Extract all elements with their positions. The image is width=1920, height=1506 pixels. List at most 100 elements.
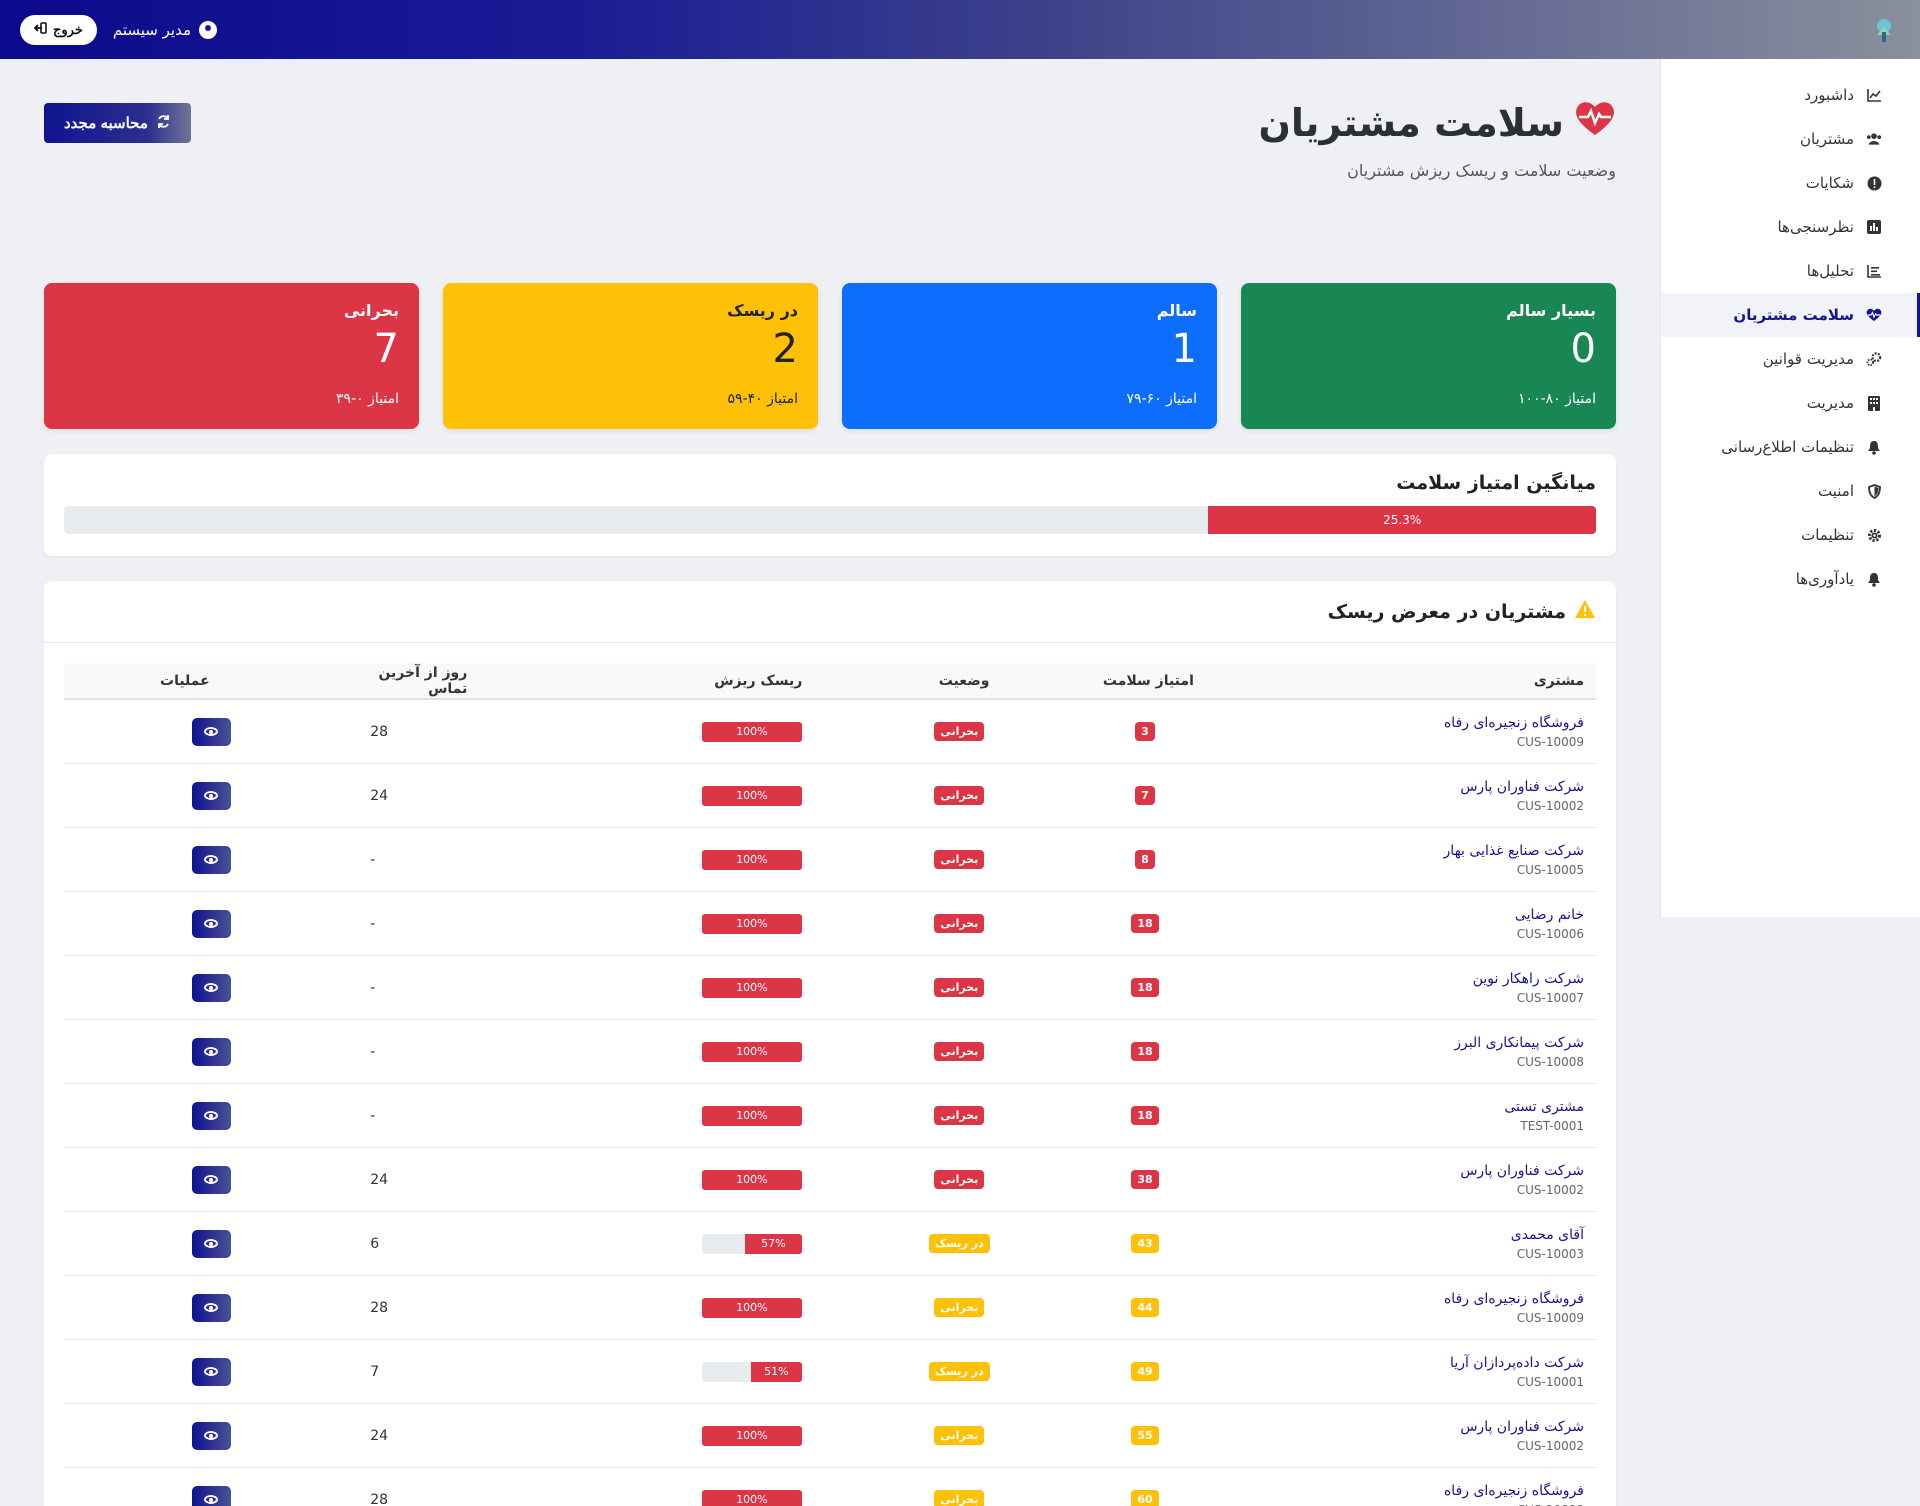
churn-risk-cell: 100% <box>648 977 855 998</box>
sidebar-item-2[interactable]: شکایات <box>1661 161 1920 205</box>
health-score-badge: 49 <box>1131 1362 1159 1381</box>
customer-id: CUS-10002 <box>1516 798 1584 813</box>
view-button[interactable] <box>191 1101 231 1130</box>
view-button[interactable] <box>191 1037 231 1066</box>
view-button[interactable] <box>191 909 231 938</box>
customer-name-link[interactable]: خانم رضایی <box>1514 906 1584 923</box>
status-cell: بحرانی <box>856 1426 1063 1445</box>
sidebar-item-3[interactable]: نظرسنجی‌ها <box>1661 205 1920 249</box>
view-button[interactable] <box>191 1485 231 1506</box>
view-button[interactable] <box>191 1293 231 1322</box>
churn-risk-progress: 100% <box>701 1425 802 1446</box>
table-row: خانم رضایی CUS-10006 18 بحرانی 100% - <box>64 892 1596 956</box>
view-button[interactable] <box>191 717 231 746</box>
col-churn-risk: ریسک ریزش <box>714 672 803 689</box>
view-button[interactable] <box>191 1165 231 1194</box>
eye-icon <box>204 1495 219 1504</box>
churn-risk-cell: 100% <box>648 1041 855 1062</box>
customer-name-link[interactable]: شرکت داده‌پردازان آریا <box>1450 1354 1584 1371</box>
health-score-cell: 60 <box>1063 1490 1227 1506</box>
view-button[interactable] <box>191 781 231 810</box>
customer-id: CUS-10007 <box>1516 990 1584 1005</box>
health-card-count: 0 <box>1570 326 1596 372</box>
churn-risk-fill: 100% <box>701 849 802 870</box>
customer-name-link[interactable]: فروشگاه زنجیره‌ای رفاه <box>1443 1482 1584 1499</box>
customer-name-link[interactable]: آقای محمدی <box>1510 1226 1584 1243</box>
churn-risk-fill: 100% <box>701 721 802 742</box>
churn-risk-fill: 57% <box>744 1233 802 1254</box>
status-badge: بحرانی <box>934 1170 985 1189</box>
sidebar-item-0[interactable]: داشبورد <box>1661 73 1920 117</box>
churn-risk-progress: 100% <box>701 785 802 806</box>
customer-name-link[interactable]: شرکت فناوران پارس <box>1460 778 1584 795</box>
table-row: مشتری تستی TEST-0001 18 بحرانی 100% - <box>64 1084 1596 1148</box>
sidebar-item-8[interactable]: تنظیمات اطلاع‌رسانی <box>1661 425 1920 469</box>
health-score-badge: 55 <box>1131 1426 1159 1445</box>
status-cell: بحرانی <box>856 850 1063 869</box>
health-score-badge: 18 <box>1131 1106 1159 1125</box>
churn-risk-cell: 100% <box>648 1169 855 1190</box>
col-days-since-contact: روز از آخرین تماس <box>378 664 468 697</box>
health-score-badge: 7 <box>1135 786 1155 805</box>
customer-name-link[interactable]: شرکت پیمانکاری البرز <box>1454 1034 1584 1051</box>
days-since-contact: 28 <box>370 1299 389 1316</box>
at-risk-title: مشتریان در معرض ریسک <box>1327 600 1566 623</box>
churn-risk-progress: 100% <box>701 1105 802 1126</box>
logout-button[interactable]: خروج <box>20 14 97 45</box>
customer-name-link[interactable]: فروشگاه زنجیره‌ای رفاه <box>1443 1290 1584 1307</box>
sidebar-item-label: مشتریان <box>1800 130 1854 148</box>
customer-name-link[interactable]: شرکت فناوران پارس <box>1460 1418 1584 1435</box>
view-button[interactable] <box>191 845 231 874</box>
view-button[interactable] <box>191 1229 231 1258</box>
churn-risk-fill: 100% <box>701 1105 802 1126</box>
sidebar-item-11[interactable]: یادآوری‌ها <box>1661 557 1920 601</box>
bell-icon <box>1866 571 1882 587</box>
view-button[interactable] <box>191 1421 231 1450</box>
sidebar-item-7[interactable]: مدیریت <box>1661 381 1920 425</box>
health-score-badge: 3 <box>1135 722 1155 741</box>
eye-icon <box>204 1303 219 1312</box>
sidebar-item-1[interactable]: مشتریان <box>1661 117 1920 161</box>
health-score-cell: 44 <box>1063 1298 1227 1317</box>
health-card: سالم 1 امتیاز ۶۰-۷۹ <box>842 283 1217 429</box>
health-score-cell: 3 <box>1063 722 1227 741</box>
view-button[interactable] <box>191 1357 231 1386</box>
customer-name-link[interactable]: شرکت صنایع غذایی بهار <box>1443 842 1584 859</box>
customer-id: CUS-10009 <box>1516 1310 1584 1325</box>
view-button[interactable] <box>191 973 231 1002</box>
customer-name-link[interactable]: فروشگاه زنجیره‌ای رفاه <box>1443 714 1584 731</box>
health-score-cell: 7 <box>1063 786 1227 805</box>
sidebar: داشبورد مشتریان شکایات نظرسنجی‌ها تحلیل‌ها سل… <box>1660 59 1920 917</box>
sidebar-item-6[interactable]: مدیریت قوانین <box>1661 337 1920 381</box>
customer-name-link[interactable]: شرکت فناوران پارس <box>1460 1162 1584 1179</box>
recalculate-button[interactable]: محاسبه مجدد <box>44 103 191 143</box>
health-card-count: 2 <box>772 326 798 372</box>
table-row: شرکت راهکار نوین CUS-10007 18 بحرانی 100% - <box>64 956 1596 1020</box>
at-risk-table: مشتری امتیاز سلامت وضعیت ریسک ریزش روز ا… <box>64 663 1596 1506</box>
churn-risk-cell: 100% <box>648 1489 855 1506</box>
eye-icon <box>204 791 219 800</box>
sidebar-item-5[interactable]: سلامت مشتریان <box>1661 293 1920 337</box>
health-score-cell: 55 <box>1063 1426 1227 1445</box>
eye-icon <box>204 983 219 992</box>
customer-name-link[interactable]: مشتری تستی <box>1504 1098 1584 1115</box>
app-logo[interactable] <box>1868 14 1900 46</box>
churn-risk-cell: 51% <box>648 1361 855 1382</box>
user-menu[interactable]: مدیر سیستم <box>113 20 218 39</box>
churn-risk-cell: 100% <box>648 913 855 934</box>
sidebar-item-9[interactable]: امنیت <box>1661 469 1920 513</box>
status-badge: در ریسک <box>928 1234 990 1253</box>
health-card-range: امتیاز ۴۰-۵۹ <box>727 391 798 407</box>
churn-risk-fill: 100% <box>701 785 802 806</box>
eye-icon <box>204 855 219 864</box>
days-since-contact: 24 <box>370 1427 389 1444</box>
operations-cell <box>64 1037 358 1066</box>
eye-icon <box>204 727 219 736</box>
operations-cell <box>64 973 358 1002</box>
sidebar-item-10[interactable]: تنظیمات <box>1661 513 1920 557</box>
at-risk-header: مشتریان در معرض ریسک <box>44 581 1616 643</box>
exclamation-circle-icon <box>1866 175 1882 191</box>
user-circle-icon <box>199 20 218 39</box>
sidebar-item-4[interactable]: تحلیل‌ها <box>1661 249 1920 293</box>
customer-name-link[interactable]: شرکت راهکار نوین <box>1472 970 1584 987</box>
